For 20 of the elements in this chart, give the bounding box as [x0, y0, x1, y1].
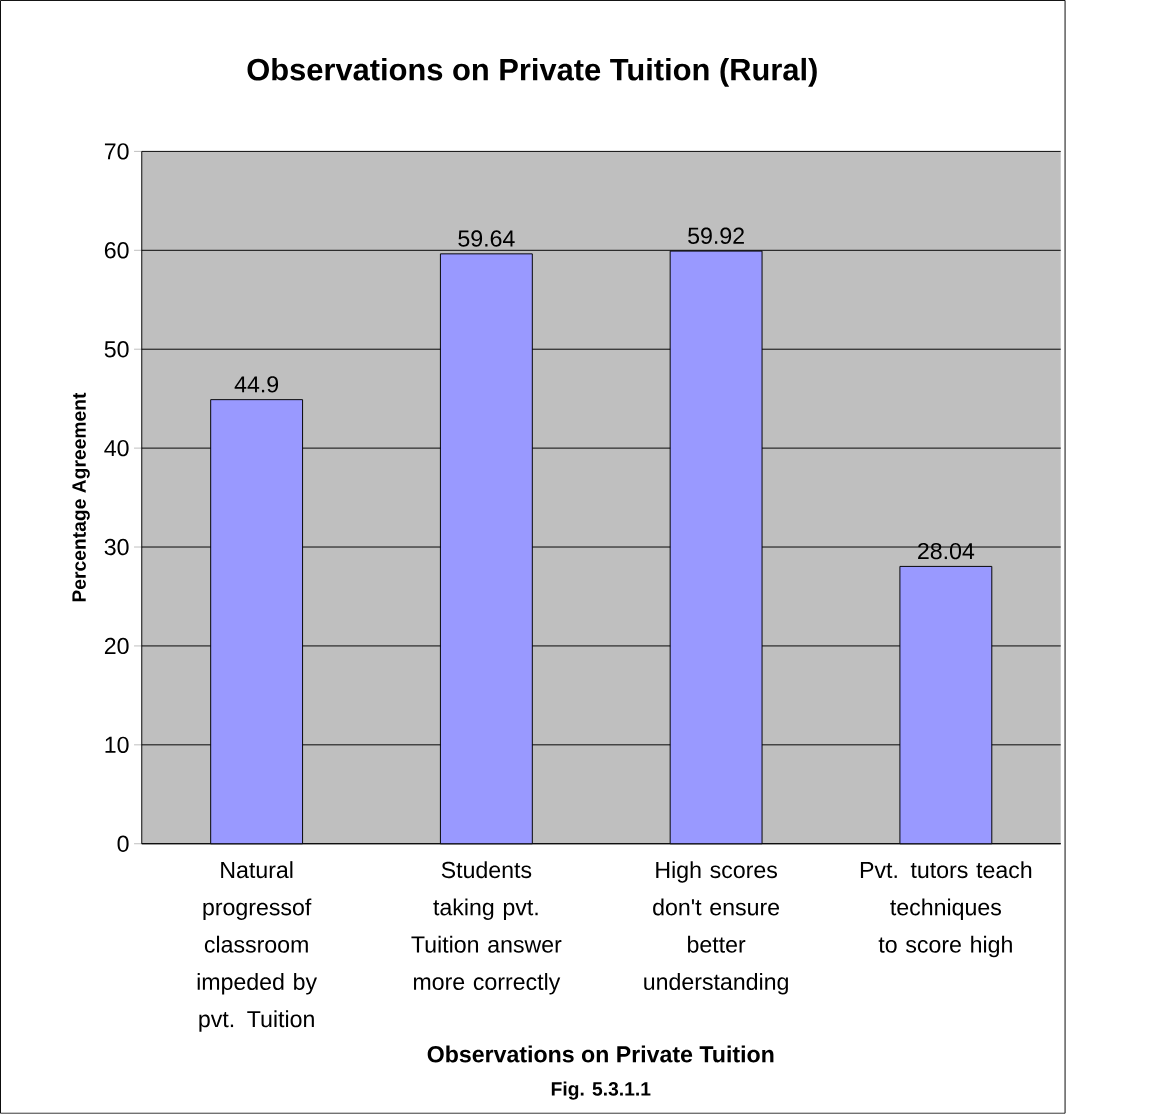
y-tick-label: 0: [117, 835, 129, 853]
data-label: 28.04: [918, 543, 975, 560]
x-tick-label: High scores don't ensure better understanding: [644, 861, 788, 995]
x-tick-label: Pvt. tutors teach techniques to score high: [860, 861, 1032, 958]
x-axis-title: Observations on Private Tuition: [427, 1045, 774, 1063]
data-label: 44.9: [234, 376, 279, 393]
x-tick-label: Students taking pvt. Tuition answer more correctly: [411, 861, 562, 995]
y-tick-label: 70: [104, 143, 129, 160]
chart-title: Observations on Private Tuition (Rural): [247, 58, 817, 87]
y-tick-label: 60: [104, 242, 129, 259]
data-label: 59.92: [688, 227, 744, 245]
y-tick-label: 40: [104, 440, 129, 457]
y-axis-title: Percentage Agreement: [72, 392, 90, 602]
x-tick-label: Natural progressof classroom impeded by pvt. Tuition: [197, 861, 318, 1032]
y-tick-label: 20: [104, 637, 129, 655]
y-tick-label: 10: [105, 736, 129, 754]
y-tick-label: 50: [104, 341, 129, 358]
y-tick-label: 30: [104, 538, 129, 556]
data-label: 59.64: [458, 230, 515, 247]
caption: Fig. 5.3.1.1: [551, 1081, 651, 1100]
